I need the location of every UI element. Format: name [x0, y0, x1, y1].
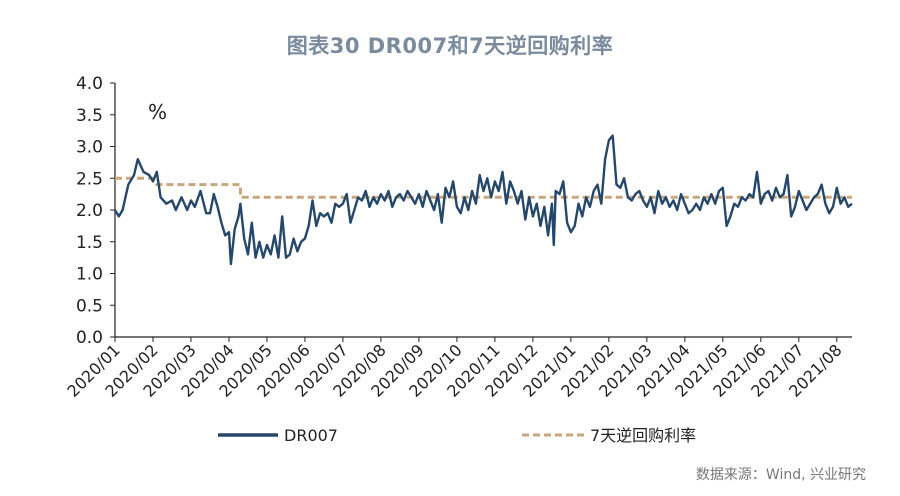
series-line-dr007 — [113, 134, 853, 266]
y-tick-label: 1.0 — [76, 265, 103, 285]
legend-label: 7天逆回购利率 — [590, 426, 696, 445]
y-axis-unit: % — [148, 100, 167, 124]
data-source: 数据来源：Wind, 兴业研究 — [695, 467, 866, 483]
y-tick-label: 3.5 — [76, 106, 103, 126]
legend-label: DR007 — [284, 426, 338, 445]
y-tick-label: 3.0 — [76, 138, 103, 158]
y-tick-label: 2.0 — [76, 201, 103, 221]
chart-title: 图表30 DR007和7天逆回购利率 — [286, 34, 614, 58]
series-line-reverse-repo-rate — [115, 176, 852, 199]
y-tick-label: 1.5 — [76, 233, 103, 253]
y-tick-label: 0.0 — [76, 328, 103, 348]
y-tick-label: 2.5 — [76, 169, 103, 189]
y-tick-label: 0.5 — [76, 296, 103, 316]
y-tick-label: 4.0 — [76, 74, 103, 94]
